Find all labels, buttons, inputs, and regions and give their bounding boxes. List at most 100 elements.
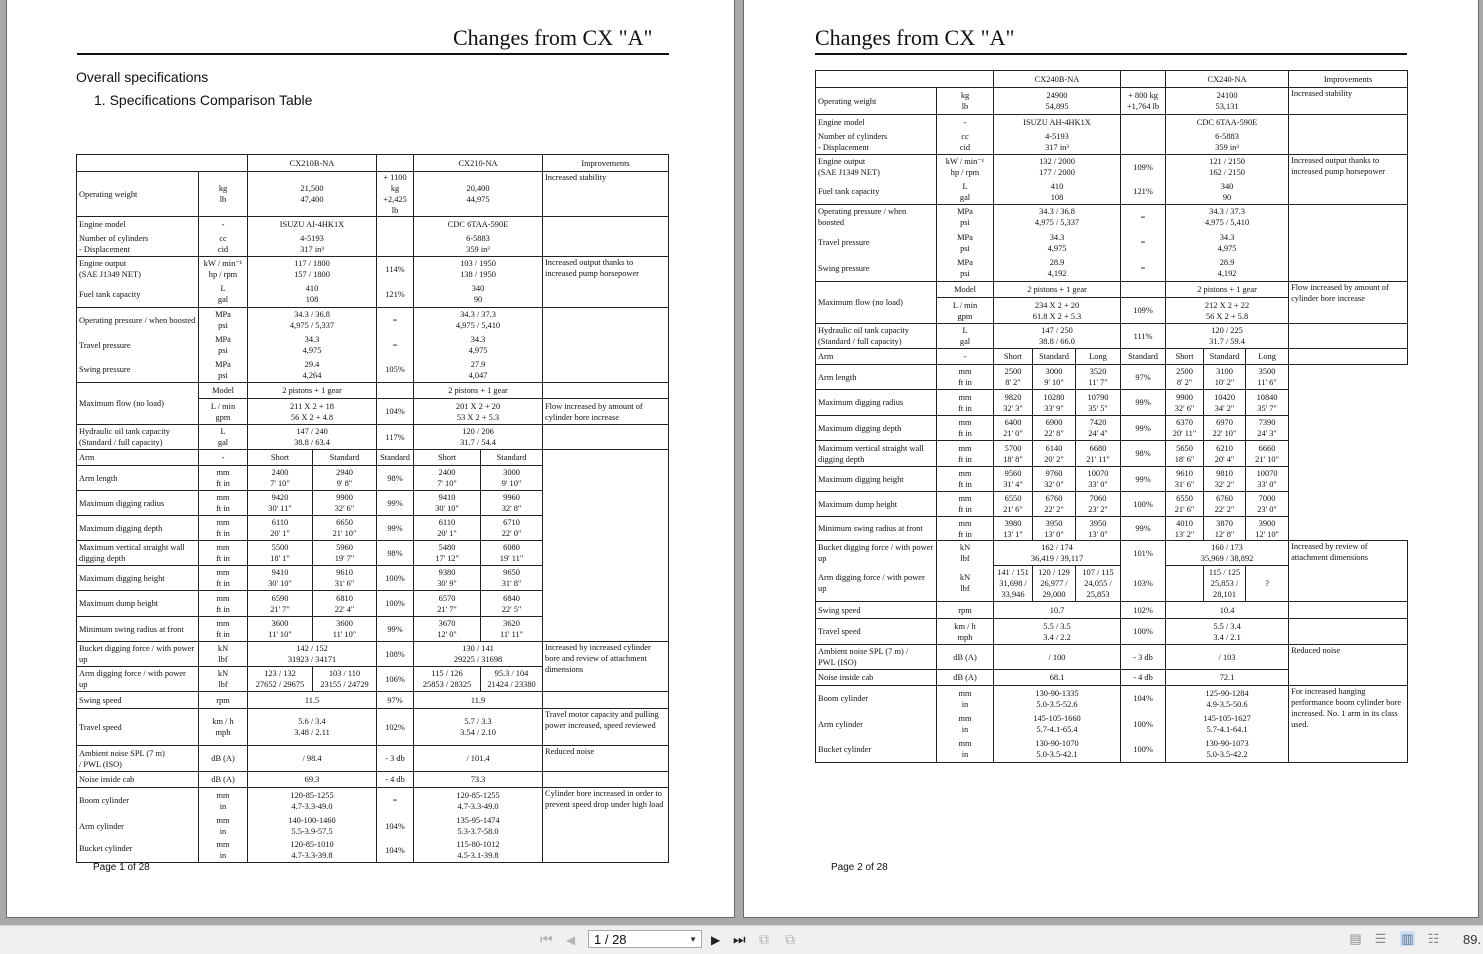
table-row: Ambient noise SPL (7 m) / PWL (ISO) dB (… xyxy=(76,745,670,772)
table-row: Maximum digging depth mm ft in 6110 20' … xyxy=(76,515,669,541)
table-row: Maximum flow (no load) Model 2 pistons +… xyxy=(76,382,670,425)
table-row: Maximum dump height mm ft in 6590 21' 7"… xyxy=(76,590,669,617)
table-row: Arm - Short Standard Long Standard Short… xyxy=(815,348,1409,365)
next-page-icon: ▶ xyxy=(711,933,721,947)
spec-comparison-table: CX240B-NA CX240-NA Improvements Operatin… xyxy=(815,70,1409,763)
table-row: Maximum digging depth mm ft in 6400 21' … xyxy=(815,415,1408,441)
table-row: Minimum swing radius at front mm ft in 3… xyxy=(76,616,669,642)
continuous-page-icon: ☰ xyxy=(1374,931,1387,946)
page-footer: Page 2 of 28 xyxy=(831,862,888,873)
table-row: Operating pressure / when boosted MPa ps… xyxy=(76,307,670,383)
document-page-1: Changes from CX "A" Overall specificatio… xyxy=(6,0,735,918)
new-model-header: CX210B-NA xyxy=(246,154,378,172)
table-row: Arm length mm ft in 2400 7' 10" 2940 9' … xyxy=(76,465,669,491)
last-page-icon: ⏭ xyxy=(733,932,746,948)
page-number-select[interactable]: 1 / 28 ▼ xyxy=(588,930,702,948)
first-page-icon: ⏮ xyxy=(540,932,553,948)
table-row: Boom cylinder mm in 130-90-1335 5.0-3.5-… xyxy=(815,685,1409,763)
table-row: Engine output (SAE J1349 NET) kW / min⁻¹… xyxy=(815,154,1409,205)
table-row: Hydraulic oil tank capacity (Standard / … xyxy=(815,323,1409,349)
table-row: Engine output (SAE J1349 NET) kW / min⁻¹… xyxy=(76,256,670,308)
table-row: Number of cylinders - Displacement cc ci… xyxy=(815,130,1409,155)
table-row: Fuel tank capacity L gal 410 108 121% 34… xyxy=(815,179,1408,205)
title-rule xyxy=(815,53,1407,55)
previous-view-icon: ⧉ xyxy=(759,932,769,948)
table-row: Bucket cylinder mm in 130-90-1070 5.0-3.… xyxy=(815,736,1408,763)
table-header-row: CX210B-NA CX210-NA Improvements xyxy=(76,154,670,172)
table-row: Engine model - ISUZU AI-4HK1X CDC 6TAA-5… xyxy=(76,216,670,233)
chevron-down-icon: ▼ xyxy=(689,935,697,944)
old-model-header: CX240-NA xyxy=(1165,70,1290,88)
table-row: Swing pressure MPa psi 29.4 4,264 105% 2… xyxy=(76,357,669,383)
table-row: Swing pressure MPa psi 28.9 4,192 = 28.9… xyxy=(815,255,1408,282)
table-row: Arm cylinder mm in 145-105-1660 5.7-4.1-… xyxy=(815,711,1408,737)
table-row: Operating pressure / when boosted MPa ps… xyxy=(815,204,1409,282)
table-row: Maximum dump height mm ft in 6550 21' 6"… xyxy=(815,491,1408,517)
first-page-button[interactable]: ⏮ xyxy=(540,932,553,948)
page-title: Changes from CX "A" xyxy=(815,25,1015,50)
table-row: Travel pressure MPa psi 34.3 4,975 = 34.… xyxy=(815,229,1408,256)
table-row: Hydraulic oil tank capacity (Standard / … xyxy=(76,424,670,450)
table-row: Maximum digging radius mm ft in 9820 32'… xyxy=(815,389,1408,416)
improvements-header: Improvements xyxy=(1288,70,1409,88)
next-view-button[interactable]: ⧉ xyxy=(785,932,795,948)
two-page-continuous-icon: ☷ xyxy=(1427,931,1440,946)
table-row: Number of cylinders - Displacement cc ci… xyxy=(76,232,670,257)
table-row: Swing speed rpm 10.7 102% 10.4 xyxy=(815,601,1409,619)
next-page-button[interactable]: ▶ xyxy=(711,933,720,947)
spec-comparison-table: CX210B-NA CX210-NA Improvements Operatin… xyxy=(76,154,670,863)
table-row: Arm digging force / with power up kN lbf… xyxy=(815,565,1408,602)
table-row: Minimum swing radius at front mm ft in 3… xyxy=(815,516,1408,541)
table-row: Ambient noise SPL (7 m) / PWL (ISO) dB (… xyxy=(815,644,1409,686)
last-page-button[interactable]: ⏭ xyxy=(733,932,746,948)
table-row: Bucket digging force / with power up kN … xyxy=(76,641,670,692)
single-page-icon: ▤ xyxy=(1349,931,1362,946)
section-heading: Overall specifications xyxy=(76,69,209,85)
previous-view-button[interactable]: ⧉ xyxy=(759,932,769,948)
table-row: Arm - Short Standard Standard Short Stan… xyxy=(76,449,670,642)
table-row: Arm cylinder mm in 140-100-1460 5.5-3.9-… xyxy=(76,813,669,839)
two-page-continuous-view-button[interactable]: ☷ xyxy=(1426,931,1441,946)
table-row: Engine model - ISUZU AH-4HK1X CDC 6TAA-5… xyxy=(815,114,1409,131)
table-row: Bucket digging force / with power up kN … xyxy=(815,540,1409,602)
subsection-heading: 1. Specifications Comparison Table xyxy=(94,92,313,108)
zoom-level[interactable]: 89. xyxy=(1463,932,1482,947)
title-rule xyxy=(77,53,669,55)
two-page-icon: ▥ xyxy=(1401,931,1414,946)
table-row: L / min gpm 234 X 2 + 20 61.8 X 2 + 5.3 … xyxy=(816,297,1408,324)
table-row: Fuel tank capacity L gal 410 108 121% 34… xyxy=(76,281,669,308)
table-row: Travel speed km / h mph 5.6 / 3.4 3.48 /… xyxy=(76,708,670,746)
table-row: Noise inside cab dB (A) 68.1 - 4 db 72.1 xyxy=(815,669,1408,686)
previous-page-button[interactable]: ◀ xyxy=(566,933,575,947)
page-title: Changes from CX "A" xyxy=(453,25,653,50)
table-row: Bucket cylinder mm in 120-85-1010 4.7-3.… xyxy=(76,838,669,863)
two-page-view-button[interactable]: ▥ xyxy=(1400,931,1415,946)
document-page-2: Changes from CX "A" CX240B-NA CX240-NA I… xyxy=(743,0,1479,918)
table-row: Travel pressure MPa psi 34.3 4,975 = 34.… xyxy=(76,332,669,358)
table-row: Maximum flow (no load) Model 2 pistons +… xyxy=(815,281,1409,324)
table-header-row: CX240B-NA CX240-NA Improvements xyxy=(815,70,1409,88)
table-row: Boom cylinder mm in 120-85-1255 4.7-3.3-… xyxy=(76,787,670,863)
table-row: Operating weight kg lb 24900 54,895 + 80… xyxy=(815,87,1409,115)
viewer-toolbar: ⏮ ◀ 1 / 28 ▼ ▶ ⏭ ⧉ ⧉ ▤ ☰ ▥ ☷ 89. xyxy=(0,925,1483,954)
table-row: Operating weight kg lb 21,500 47,400 + 1… xyxy=(76,171,670,217)
next-view-icon: ⧉ xyxy=(785,932,795,948)
continuous-view-button[interactable]: ☰ xyxy=(1373,931,1388,946)
table-row: Maximum vertical straight wall digging d… xyxy=(76,540,669,566)
table-row: Travel speed km / h mph 5.5 / 3.5 3.4 / … xyxy=(815,618,1409,645)
table-row: Maximum digging height mm ft in 9560 31'… xyxy=(815,466,1408,492)
table-row: L / min gpm 211 X 2 + 18 56 X 2 + 4.8 10… xyxy=(77,398,670,425)
table-row: Maximum digging radius mm ft in 9420 30'… xyxy=(76,490,669,516)
page-number-value: 1 / 28 xyxy=(594,932,627,947)
single-page-view-button[interactable]: ▤ xyxy=(1348,931,1363,946)
table-row: Swing speed rpm 11.5 97% 11.9 xyxy=(76,691,670,709)
improvements-header: Improvements xyxy=(542,154,670,172)
table-row: Noise inside cab dB (A) 69.3 - 4 db 73.3 xyxy=(76,771,670,788)
old-model-header: CX210-NA xyxy=(413,154,544,172)
table-row: Arm length mm ft in 2500 8' 2" 3000 9' 1… xyxy=(815,364,1408,541)
table-row: Arm digging force / with power up kN lbf… xyxy=(76,666,669,692)
table-row: Maximum vertical straight wall digging d… xyxy=(815,440,1408,467)
page-footer: Page 1 of 28 xyxy=(93,862,150,873)
new-model-header: CX240B-NA xyxy=(992,70,1122,88)
previous-page-icon: ◀ xyxy=(566,933,576,947)
